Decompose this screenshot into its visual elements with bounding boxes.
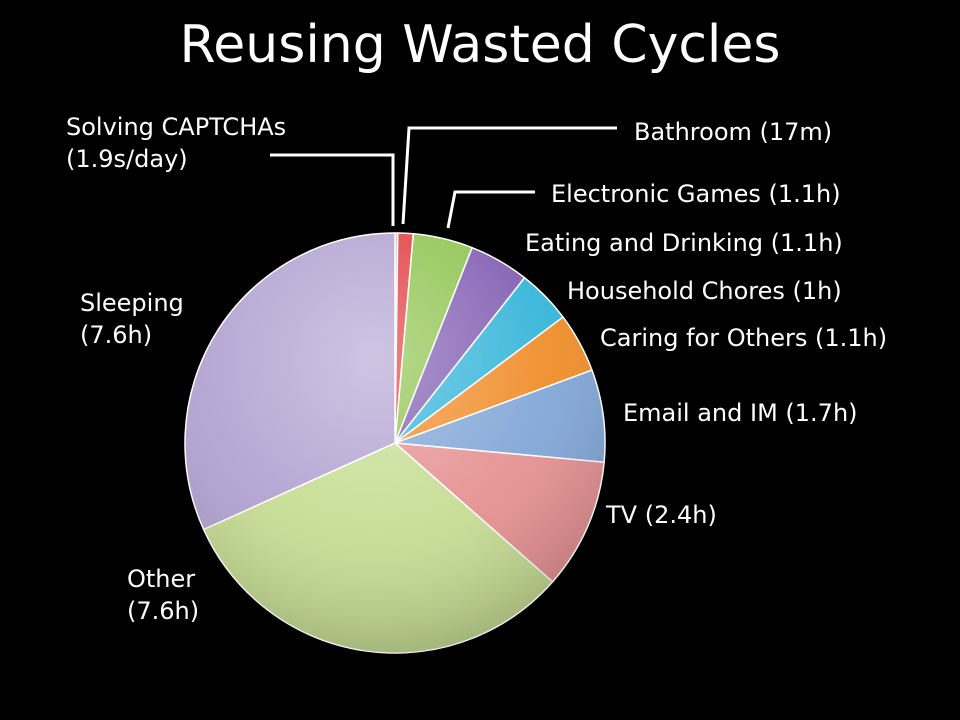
label-bathroom: Bathroom (17m): [634, 118, 833, 146]
pie-slices: [184, 232, 606, 654]
label-caring-others: Caring for Others (1.1h): [600, 324, 888, 352]
bathroom-leader-line: [401, 126, 617, 225]
label-other-name: Other: [127, 565, 196, 593]
label-electronic-games: Electronic Games (1.1h): [551, 180, 841, 208]
label-sleeping-name: Sleeping: [80, 289, 184, 317]
label-email-im: Email and IM (1.7h): [623, 399, 858, 427]
label-captcha: Solving CAPTCHAs (1.9s/day): [66, 111, 286, 175]
label-tv: TV (2.4h): [606, 501, 717, 529]
label-other: Other (7.6h): [127, 563, 199, 627]
label-sleeping: Sleeping (7.6h): [80, 287, 184, 351]
label-sleeping-value: (7.6h): [80, 321, 153, 349]
games-leader-line: [446, 190, 535, 229]
label-captcha-value: (1.9s/day): [66, 145, 188, 173]
label-captcha-name: Solving CAPTCHAs: [66, 113, 287, 141]
label-other-value: (7.6h): [127, 597, 200, 625]
label-eating-drinking: Eating and Drinking (1.1h): [525, 229, 843, 257]
captcha-leader-line: [270, 153, 395, 226]
label-household-chores: Household Chores (1h): [567, 277, 842, 305]
slide-title: Reusing Wasted Cycles: [179, 15, 781, 75]
